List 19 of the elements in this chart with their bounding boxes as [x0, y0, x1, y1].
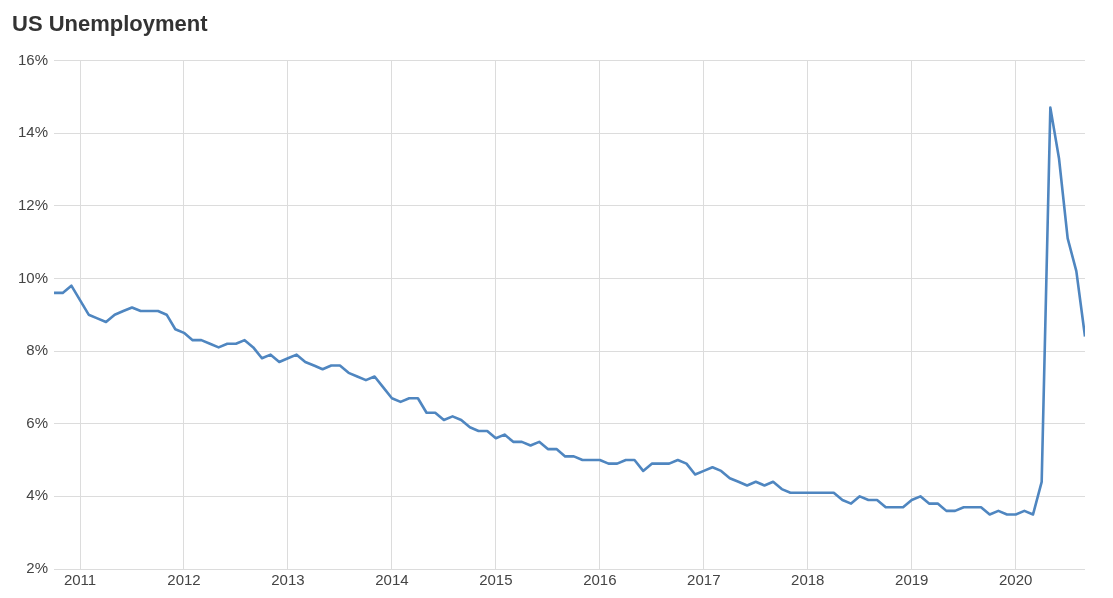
chart-title: US Unemployment	[12, 11, 209, 37]
x-tick-label: 2018	[791, 571, 825, 589]
x-tick-label: 2013	[271, 571, 305, 589]
y-tick-label: 16%	[17, 50, 49, 68]
y-tick-label: 4%	[26, 486, 49, 504]
y-tick-label: 14%	[17, 123, 49, 141]
x-tick-label: 2016	[583, 571, 617, 589]
x-tick-label: 2020	[999, 571, 1033, 589]
y-tick-label: 10%	[17, 268, 49, 286]
x-tick-label: 2014	[375, 571, 409, 589]
x-tick-label: 2019	[895, 571, 929, 589]
y-tick-label: 12%	[17, 195, 49, 213]
y-tick-label: 6%	[26, 413, 49, 431]
x-tick-label: 2012	[167, 571, 201, 589]
x-tick-label: 2011	[63, 571, 97, 589]
x-tick-label: 2015	[479, 571, 513, 589]
y-tick-label: 2%	[26, 559, 49, 577]
x-tick-label: 2017	[687, 571, 721, 589]
y-tick-label: 8%	[26, 341, 49, 359]
